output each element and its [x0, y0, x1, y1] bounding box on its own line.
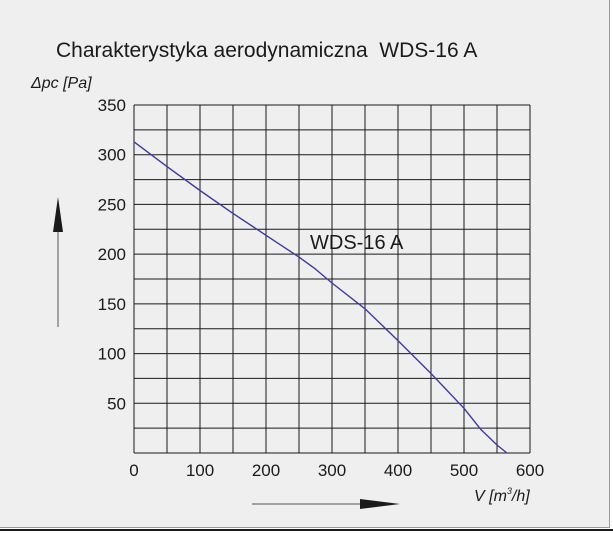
bottom-divider	[0, 529, 613, 531]
chart-title: Charakterystyka aerodynamiczna WDS-16 A	[56, 39, 477, 62]
x-axis-label-sup: 3	[507, 486, 512, 496]
x-axis-label-suffix: /h]	[511, 488, 530, 505]
up-arrow-head	[53, 197, 63, 232]
y-axis-label: Δpc [Pa]	[30, 75, 92, 92]
y-tick-label: 350	[98, 96, 126, 115]
x-tick-label: 200	[252, 461, 280, 480]
x-tick-label: 500	[450, 461, 478, 480]
x-axis-label-prefix: V [m	[474, 488, 507, 505]
y-tick-label: 50	[107, 394, 126, 413]
y-tick-label: 150	[98, 295, 126, 314]
x-tick-label: 600	[516, 461, 544, 480]
y-tick-label: 200	[98, 245, 126, 264]
series-line	[133, 141, 508, 454]
series-group: WDS-16 A	[133, 141, 508, 454]
grid	[133, 104, 531, 454]
y-tick-label: 300	[98, 146, 126, 165]
x-tick-label: 0	[129, 461, 138, 480]
x-axis-label: V [m3/h]	[474, 486, 530, 505]
right-arrow-head	[360, 499, 400, 509]
x-tick-label: 400	[384, 461, 412, 480]
y-tick-label: 250	[98, 195, 126, 214]
x-tick-label: 300	[318, 461, 346, 480]
tick-labels: 0 100 200 300 400 500 600 50 100 150 200 250 300 350	[98, 96, 545, 480]
series-label: WDS-16 A	[310, 232, 404, 254]
x-tick-label: 100	[186, 461, 214, 480]
right-arrow	[252, 499, 400, 509]
y-tick-label: 100	[98, 345, 126, 364]
up-arrow	[53, 197, 63, 327]
